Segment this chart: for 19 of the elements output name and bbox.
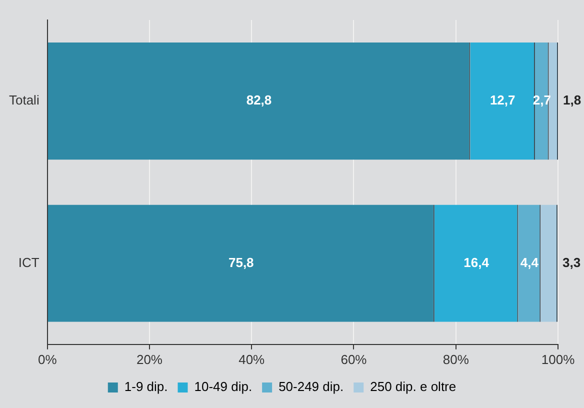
- y-tick-label: Totali: [8, 92, 40, 108]
- data-label: 16,4: [464, 254, 490, 270]
- legend-label: 1-9 dip.: [124, 379, 168, 394]
- legend-label: 50-249 dip.: [278, 379, 344, 394]
- x-tick-label: 80%: [442, 352, 470, 367]
- x-tick-label: 60%: [340, 352, 368, 367]
- data-label: 82,8: [246, 92, 272, 108]
- data-label: 1,8: [563, 92, 582, 108]
- x-tick-label: 20%: [136, 352, 163, 367]
- data-label: 3,3: [562, 254, 581, 270]
- x-tick-label: 0%: [38, 352, 58, 367]
- legend-label: 250 dip. e oltre: [370, 379, 456, 394]
- data-label: 75,8: [228, 254, 254, 270]
- y-tick-label: ICT: [18, 254, 40, 270]
- legend-label: 10-49 dip.: [194, 379, 252, 394]
- data-label: 12,7: [490, 92, 516, 108]
- data-label: 4,4: [520, 254, 540, 270]
- x-tick-label: 40%: [238, 352, 266, 367]
- x-tick-label: 100%: [541, 352, 576, 367]
